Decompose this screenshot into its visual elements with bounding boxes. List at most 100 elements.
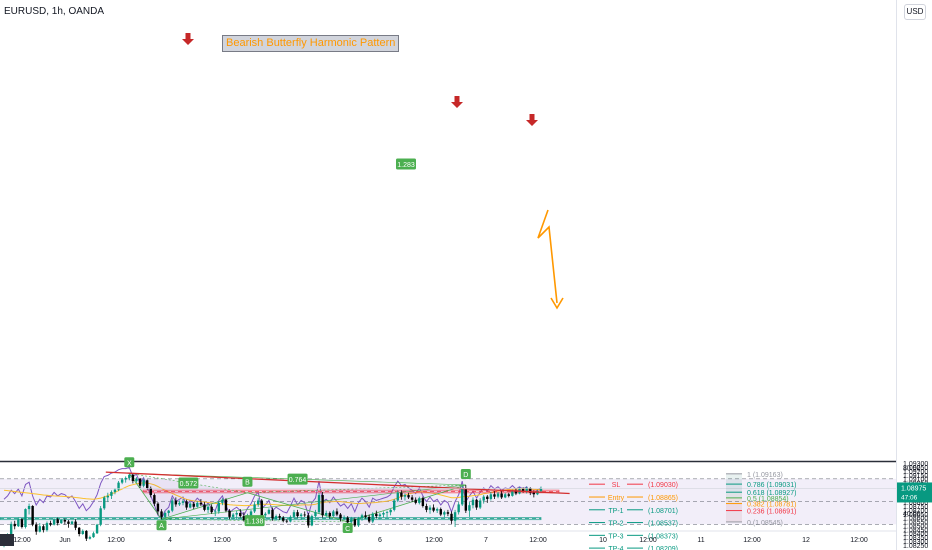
price-tick-label: 1.08400 — [903, 531, 928, 538]
candle-body — [74, 521, 77, 528]
trade-level-value: (1.08373) — [648, 533, 678, 540]
candle-body — [17, 519, 20, 527]
candle-body — [385, 512, 389, 514]
candle-body — [188, 503, 192, 508]
time-tick-label: 12:00 — [13, 537, 31, 544]
candle-body — [511, 491, 514, 496]
price-tick-label: 1.08500 — [903, 523, 928, 530]
candle-body — [49, 523, 52, 525]
time-tick-label: 6 — [378, 537, 382, 544]
candle-body — [299, 514, 303, 517]
candle-body — [146, 480, 149, 489]
candle-body — [135, 478, 138, 482]
pattern-ratio-line — [161, 484, 466, 520]
fib-level-label: 0 (1.08545) — [747, 520, 783, 527]
candle-body — [120, 479, 124, 483]
candle-body — [128, 474, 131, 478]
candle-body — [314, 512, 317, 517]
candle-body — [414, 499, 417, 503]
candle-body — [31, 505, 34, 525]
price-tick-label: 1.08250 — [903, 543, 928, 550]
pattern-point-d — [460, 468, 471, 479]
candle-body — [285, 520, 289, 522]
trade-level-name: TP-3 — [608, 533, 623, 540]
candle-body — [178, 502, 181, 505]
candle-body — [249, 511, 253, 516]
candle-body — [221, 499, 224, 503]
candle-body — [475, 499, 478, 508]
candle-body — [468, 505, 471, 511]
candle-body — [507, 494, 510, 496]
bearish-arrow-icon — [451, 96, 463, 108]
candle-body — [421, 498, 425, 506]
candle-body — [375, 513, 378, 517]
fib-level-label: 0.236 (1.08691) — [747, 509, 796, 516]
fib-level-label: 0.382 (1.08781) — [747, 502, 796, 509]
candle-body — [274, 516, 278, 519]
currency-button[interactable]: USD — [904, 4, 926, 20]
pattern-point-label: B — [245, 480, 250, 487]
time-tick-label: 12:00 — [639, 537, 657, 544]
candle-body — [77, 527, 81, 535]
candle-body — [13, 523, 16, 527]
candle-body — [185, 501, 188, 508]
fib-band — [726, 510, 742, 522]
candle-body — [428, 507, 432, 510]
candle-body — [353, 519, 357, 526]
candle-body — [382, 512, 385, 515]
price-tick-label: 1.09150 — [903, 473, 928, 480]
candle-body — [181, 501, 185, 503]
candle-body — [99, 508, 102, 525]
time-tick-label: 12:00 — [529, 537, 547, 544]
candle-body — [56, 519, 59, 524]
candle-body — [403, 495, 407, 497]
candle-body — [203, 504, 206, 510]
candle-body — [418, 498, 421, 503]
candle-body — [217, 502, 220, 512]
price-tick-label: 1.09200 — [903, 469, 928, 476]
candle-body — [242, 516, 246, 520]
candle-body — [482, 496, 485, 501]
time-tick-label: 12:00 — [743, 537, 761, 544]
candle-body — [500, 493, 503, 498]
fib-band — [726, 484, 742, 493]
candle-body — [521, 488, 525, 492]
candle-body — [393, 500, 396, 510]
candle-body — [532, 492, 536, 495]
candle-body — [446, 512, 450, 514]
candle-body — [425, 505, 428, 510]
candle-body — [138, 478, 142, 486]
candle-body — [210, 506, 213, 513]
candle-body — [52, 519, 56, 525]
pattern-point-c — [342, 522, 353, 533]
candle-body — [63, 519, 67, 522]
candle-body — [342, 517, 346, 519]
candle-body — [321, 495, 324, 516]
fib-band — [726, 492, 742, 498]
candle-body — [478, 500, 482, 508]
candle-body — [228, 510, 231, 517]
price-tick-label: 1.08300 — [903, 539, 928, 546]
candle-body — [371, 513, 374, 522]
candle-body — [539, 488, 543, 492]
time-cursor-badge — [0, 534, 14, 546]
time-tick-label: 4 — [168, 537, 172, 544]
candle-body — [110, 491, 113, 496]
symbol-label[interactable]: EURUSD, 1h, OANDA — [4, 6, 105, 17]
candle-body — [239, 512, 242, 517]
candle-body — [95, 524, 99, 534]
pattern-point-label: A — [159, 523, 164, 530]
candle-body — [282, 517, 285, 521]
candle-body — [38, 526, 41, 532]
candle-body — [307, 515, 310, 526]
candle-body — [256, 500, 260, 505]
pattern-title: Bearish Butterfly Harmonic Pattern — [222, 35, 400, 52]
candle-body — [407, 495, 410, 498]
candle-body — [310, 516, 314, 526]
trade-level-name: TP-2 — [608, 521, 623, 528]
pattern-triangle-bcd — [247, 484, 466, 522]
candle-body — [357, 518, 360, 526]
candle-body — [471, 499, 475, 506]
